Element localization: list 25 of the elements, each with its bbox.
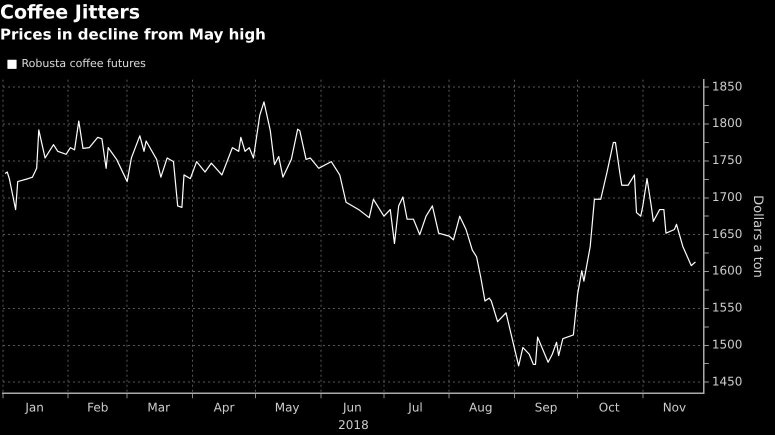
- y-tick-label: 1500: [712, 337, 742, 352]
- y-tick-label: 1450: [712, 374, 742, 388]
- y-tick-label: 1800: [712, 116, 742, 130]
- x-tick-label: Mar: [147, 400, 170, 415]
- x-tick-label: Jul: [407, 400, 423, 415]
- x-axis-title: 2018: [338, 418, 369, 432]
- y-tick-label: 1550: [712, 300, 742, 315]
- x-tick-label: Jan: [24, 400, 44, 415]
- chart-title: Coffee Jitters: [0, 1, 140, 24]
- y-tick-label: 1850: [712, 79, 742, 94]
- y-tick-label: 1700: [712, 190, 742, 204]
- y-tick-label: 1750: [712, 153, 742, 168]
- x-tick-label: Feb: [87, 400, 108, 415]
- y-axis-title: Dollars a ton: [750, 195, 765, 278]
- x-tick-label: Jun: [342, 400, 362, 415]
- x-tick-label: Sep: [534, 400, 558, 415]
- x-tick-label: Apr: [214, 400, 234, 415]
- y-tick-label: 1650: [712, 226, 742, 241]
- x-tick-label: Aug: [469, 400, 492, 415]
- y-tick-label: 1600: [712, 264, 742, 278]
- legend-label: Robusta coffee futures: [22, 57, 146, 70]
- x-tick-label: Oct: [598, 400, 620, 415]
- x-tick-label: May: [274, 400, 300, 415]
- x-tick-label: Nov: [662, 400, 686, 415]
- chart-subtitle: Prices in decline from May high: [0, 26, 266, 44]
